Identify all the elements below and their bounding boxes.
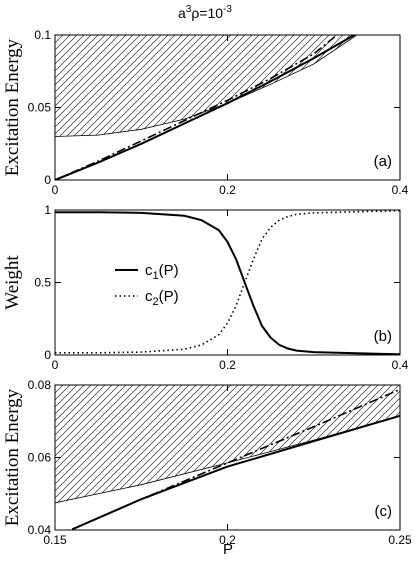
y-tick-label: 1 bbox=[44, 203, 51, 217]
y-tick-label: 0 bbox=[44, 348, 51, 362]
y-tick-label: 0.04 bbox=[28, 523, 52, 537]
x-tick-label: 0 bbox=[52, 358, 59, 372]
hatched-region bbox=[55, 385, 400, 503]
series-line-2 bbox=[55, 35, 338, 180]
panel-label: (a) bbox=[374, 153, 392, 170]
legend-label: c2(P) bbox=[145, 288, 179, 308]
y-axis-label: Excitation Energy bbox=[2, 38, 23, 176]
x-tick-label: 0.2 bbox=[219, 183, 236, 197]
x-tick-label: 0.4 bbox=[392, 358, 409, 372]
x-tick-label: 0 bbox=[52, 183, 59, 197]
y-tick-label: 0.06 bbox=[28, 451, 52, 465]
panel-2: 0 0.2 0.4 0 0.5 1 Weight (b) c1(P) c2(P) bbox=[2, 203, 409, 372]
y-axis-label: Excitation Energy bbox=[2, 388, 23, 526]
series-line-2 bbox=[71, 388, 400, 530]
y-axis-label: Weight bbox=[2, 255, 23, 310]
y-tick-label: 0.05 bbox=[28, 101, 52, 115]
x-tick-label: 0.2 bbox=[219, 358, 236, 372]
x-tick-label: 0.25 bbox=[388, 533, 412, 547]
panel-3: 0.15 0.2 0.25 0.04 0.06 0.08 Excitation Energy… bbox=[2, 378, 412, 547]
panel-label: (c) bbox=[375, 503, 393, 520]
x-tick-label: 0.4 bbox=[392, 183, 409, 197]
series-line-1 bbox=[55, 211, 400, 355]
series-line-1 bbox=[71, 414, 400, 530]
x-axis-label: P bbox=[223, 541, 233, 558]
hatched-region bbox=[55, 35, 357, 137]
x-tick-label: 0.2 bbox=[219, 533, 236, 547]
y-tick-label: 0.08 bbox=[28, 378, 52, 392]
series-line-2 bbox=[55, 210, 400, 354]
series-line-1 bbox=[55, 35, 355, 180]
plot-frame bbox=[54, 209, 401, 356]
legend: c1(P) c2(P) bbox=[115, 262, 179, 308]
x-tick-label: 0.15 bbox=[43, 533, 67, 547]
y-tick-label: 0.1 bbox=[34, 28, 51, 42]
chart-title: a3ρ=10-3 bbox=[178, 4, 232, 21]
y-tick-label: 0 bbox=[44, 173, 51, 187]
panel-1: 0 0.2 0.4 0 0.05 0.1 Excitation Energy (a) bbox=[2, 28, 409, 197]
y-tick-label: 0.5 bbox=[34, 276, 51, 290]
legend-label: c1(P) bbox=[145, 262, 179, 282]
panel-label: (b) bbox=[374, 328, 392, 345]
